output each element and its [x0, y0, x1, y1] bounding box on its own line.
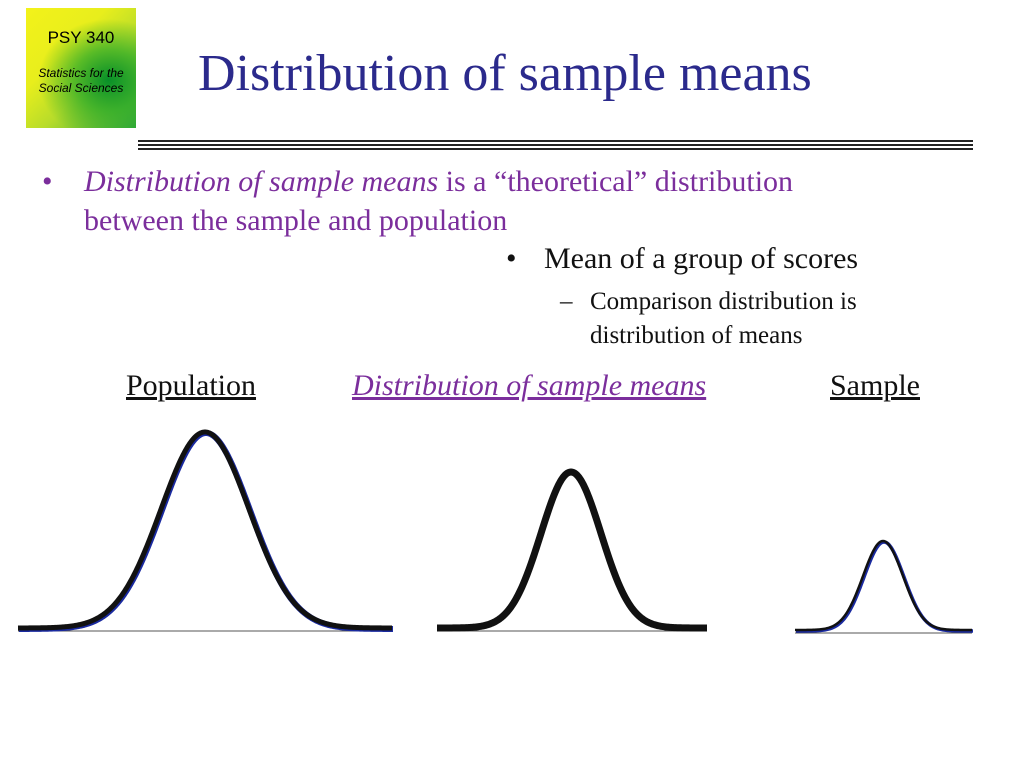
bullet-main-italic: Distribution of sample means: [84, 165, 439, 198]
heading-sample: Sample: [830, 369, 920, 402]
bullet-sub2-line1: Comparison distribution is: [590, 288, 857, 315]
curve-shadow: [796, 540, 974, 633]
curve-shadow: [18, 429, 394, 632]
bullet-main-line2: between the sample and population: [84, 204, 508, 237]
slide-title: Distribution of sample means: [198, 45, 812, 102]
course-logo: PSY 340 Statistics for the Social Scienc…: [26, 8, 136, 128]
normal-curve-distribution-of-sample-means: [434, 468, 710, 632]
dash-marker: –: [560, 288, 573, 315]
bullet-main-line1: Distribution of sample means is a “theor…: [84, 163, 793, 201]
normal-curve-sample: [794, 539, 973, 632]
bullet-sub2-line2: distribution of means: [590, 322, 803, 349]
bullet-marker: •: [506, 242, 517, 275]
logo-subtitle: Statistics for the Social Sciences: [26, 66, 136, 96]
logo-subtitle-line1: Statistics for the: [38, 66, 124, 80]
logo-course-code: PSY 340: [47, 28, 115, 47]
bullet-marker: •: [42, 165, 53, 198]
normal-curve-population: [16, 429, 394, 631]
logo-subtitle-line2: Social Sciences: [38, 81, 124, 95]
bullet-main-rest: is a “theoretical” distribution: [438, 165, 794, 198]
bullet-sub1-text: Mean of a group of scores: [544, 242, 859, 275]
title-divider: [138, 140, 973, 150]
heading-population: Population: [126, 369, 257, 402]
heading-distribution-of-sample-means: Distribution of sample means: [352, 369, 707, 402]
